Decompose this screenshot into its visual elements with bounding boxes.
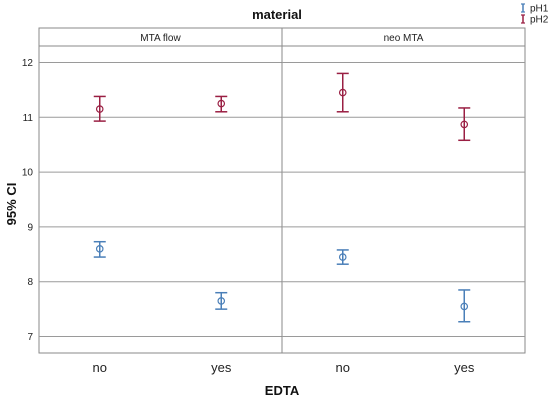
y-tick-label: 9 <box>27 222 33 233</box>
error-bar-mean-marker <box>338 253 347 261</box>
error-bar-pH1-yes <box>458 289 471 323</box>
y-tick-label: 10 <box>22 168 34 179</box>
legend-label: pH2 <box>530 15 549 26</box>
error-bar-mean-marker <box>460 120 469 129</box>
chart-title: material <box>252 7 302 22</box>
error-bar-pH2-no <box>336 72 349 113</box>
panel-1: neo MTA no yes <box>281 27 526 375</box>
error-bar-mean-marker <box>217 99 226 108</box>
x-axis-title: EDTA <box>265 383 300 398</box>
panel-0: MTA flow no yes <box>38 27 283 375</box>
error-bar-pH1-no <box>93 240 106 258</box>
legend-item-pH1: pH1 <box>521 3 549 15</box>
error-bar-mean-marker <box>95 245 104 253</box>
error-bar-mean-marker <box>217 297 226 305</box>
x-tick-label: yes <box>454 360 475 375</box>
panel-plot-area <box>38 45 283 354</box>
x-tick-label: no <box>93 360 107 375</box>
error-bar-mean-marker <box>460 302 469 311</box>
panel-strip-label: neo MTA <box>384 33 424 44</box>
y-axis-ticks: 7 8 9 10 11 12 <box>22 58 34 343</box>
x-tick-label: no <box>336 360 350 375</box>
y-axis-title: 95% CI <box>4 183 19 226</box>
error-bar-pH2-yes <box>215 95 228 113</box>
error-bar-pH2-yes <box>458 107 471 142</box>
panel-plot-area <box>281 45 526 354</box>
error-bar-pH1-no <box>336 249 349 265</box>
legend-label: pH1 <box>530 4 549 15</box>
error-bar-pH1-yes <box>215 291 228 310</box>
error-bar-pH2-no <box>93 95 106 122</box>
y-tick-label: 11 <box>23 113 34 124</box>
x-tick-label: yes <box>211 360 232 375</box>
legend-item-pH2: pH2 <box>521 14 549 26</box>
y-tick-label: 7 <box>27 332 33 343</box>
y-tick-label: 8 <box>27 277 33 288</box>
error-bar-mean-marker <box>338 88 347 97</box>
error-bar-mean-marker <box>95 105 104 113</box>
panel-strip-label: MTA flow <box>140 33 181 44</box>
panels: MTA flow no yes neo MTA no yes 7 8 9 10 11 12 <box>22 27 526 375</box>
y-tick-label: 12 <box>22 58 34 69</box>
